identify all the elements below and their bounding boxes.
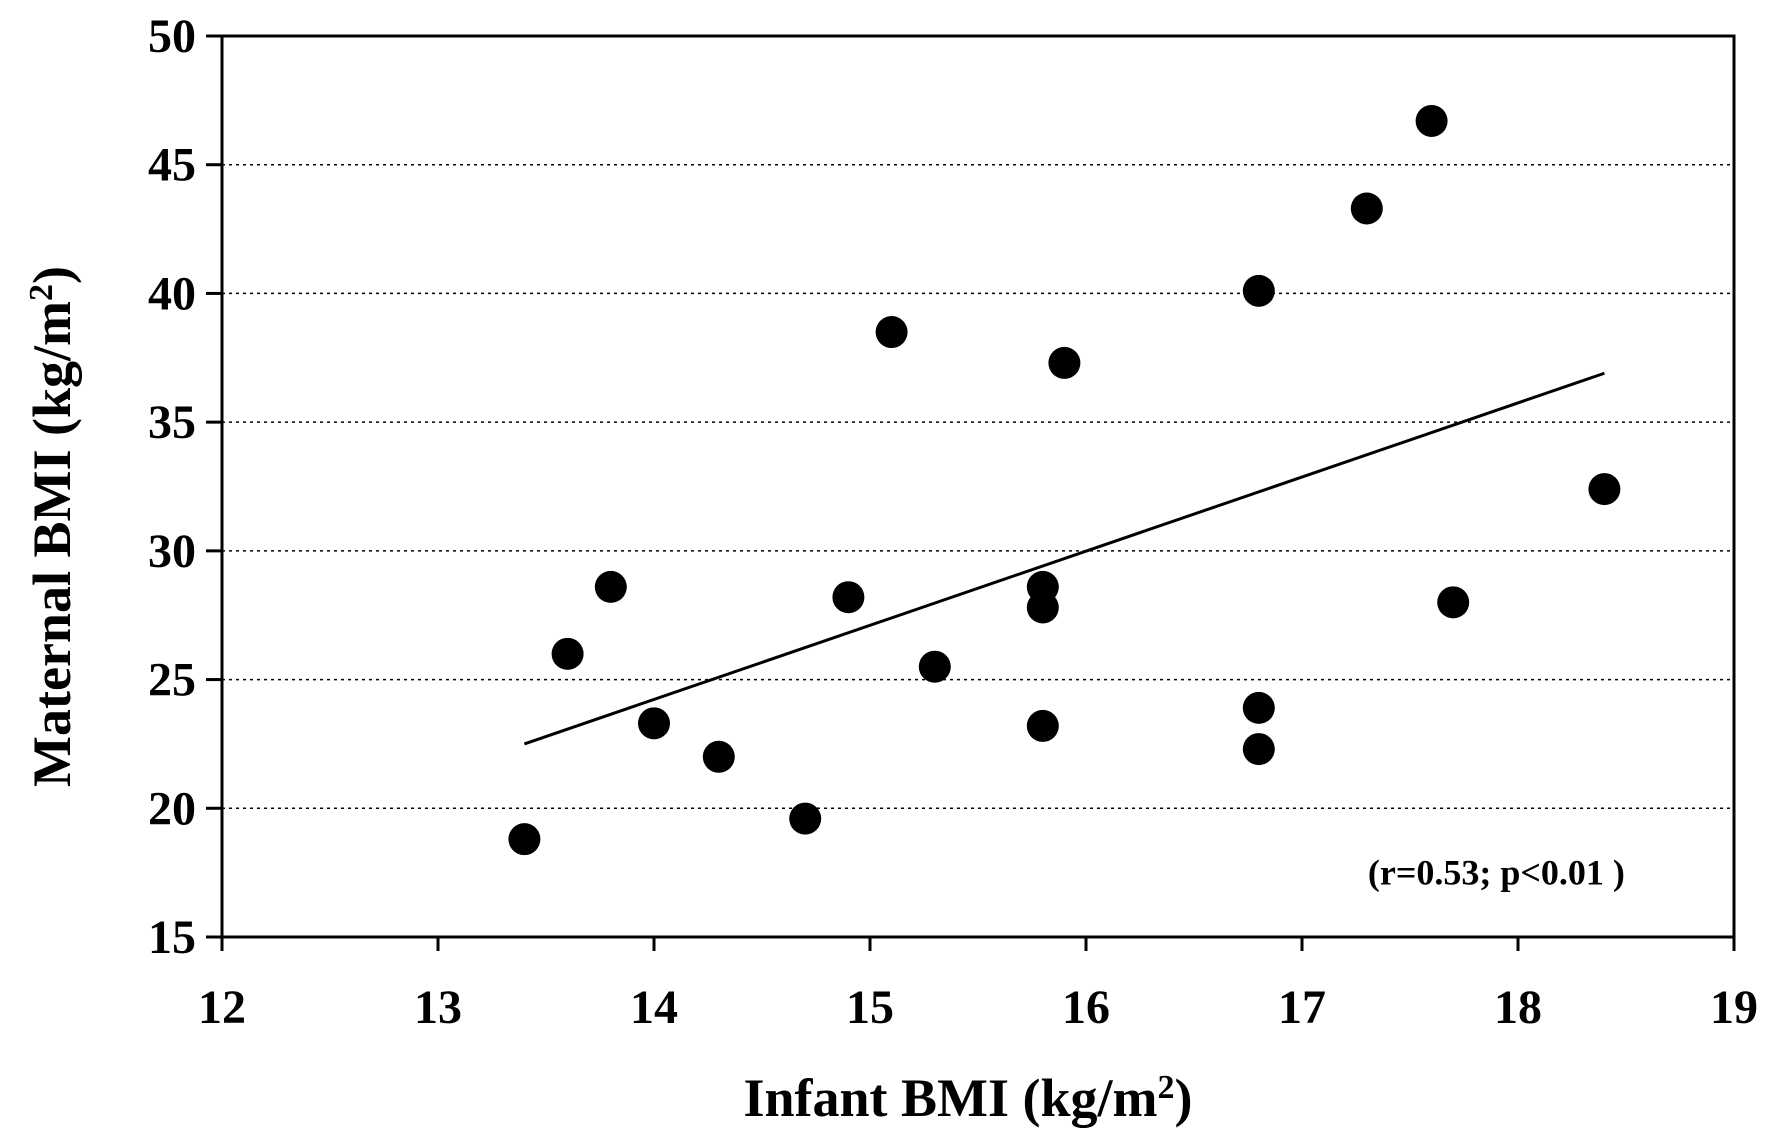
data-point-17 (1415, 104, 1448, 137)
data-point-0 (508, 823, 541, 856)
plot-area-frame (220, 34, 1736, 939)
y-tick-label-35: 35 (148, 396, 196, 449)
data-point-15 (1242, 733, 1275, 766)
x-axis-title-text: Infant BMI (kg/m (743, 1068, 1157, 1128)
y-axis-title-text: Maternal BMI (kg/m (22, 301, 82, 787)
y-tick-label-50: 50 (148, 10, 196, 63)
x-tick-label-18: 18 (1494, 981, 1542, 1034)
data-point-16 (1350, 192, 1383, 225)
data-point-13 (1242, 274, 1275, 307)
y-tick-label-25: 25 (148, 654, 196, 707)
trendline-group (523, 371, 1605, 746)
data-point-7 (875, 316, 908, 349)
data-point-2 (594, 570, 627, 603)
data-point-3 (638, 707, 670, 740)
data-point-4 (702, 740, 735, 773)
data-point-19 (1588, 473, 1621, 506)
y-tick-label-20: 20 (148, 782, 196, 835)
x-tick-label-17: 17 (1278, 981, 1326, 1034)
data-point-10 (1026, 591, 1059, 624)
x-tick-label-15: 15 (846, 981, 894, 1034)
x-tick-label-12: 12 (198, 981, 246, 1034)
x-axis-title-superscript: 2 (1158, 1069, 1175, 1106)
data-point-14 (1242, 691, 1275, 724)
x-tick-label-14: 14 (630, 981, 678, 1034)
y-tick-label-30: 30 (148, 525, 196, 578)
correlation-annotation: (r=0.53; p<0.01 ) (1368, 853, 1625, 893)
y-tick-label-40: 40 (148, 267, 196, 320)
y-axis-ticks: 15 20 25 30 35 40 45 50 (148, 10, 222, 964)
gridlines (222, 163, 1734, 810)
x-tick-label-13: 13 (414, 981, 462, 1034)
data-point-8 (918, 650, 951, 683)
data-point-1 (551, 637, 584, 670)
y-axis-title: Maternal BMI (kg/m2) (22, 266, 82, 787)
y-tick-label-15: 15 (148, 911, 196, 964)
data-point-18 (1437, 586, 1470, 619)
trendline (523, 371, 1605, 746)
x-tick-label-16: 16 (1062, 981, 1110, 1034)
y-axis-title-end: ) (22, 266, 82, 284)
x-tick-label-19: 19 (1710, 981, 1758, 1034)
x-axis-title: Infant BMI (kg/m2) (743, 1068, 1192, 1128)
y-tick-label-45: 45 (148, 139, 196, 192)
x-axis-ticks: 12 13 14 15 16 17 18 19 (198, 937, 1758, 1034)
data-point-12 (1048, 346, 1081, 379)
data-point-6 (832, 581, 865, 614)
data-point-5 (789, 802, 822, 835)
y-axis-title-superscript: 2 (23, 284, 60, 301)
data-point-11 (1026, 709, 1059, 742)
data-points (508, 104, 1621, 856)
x-axis-title-end: ) (1175, 1068, 1193, 1128)
